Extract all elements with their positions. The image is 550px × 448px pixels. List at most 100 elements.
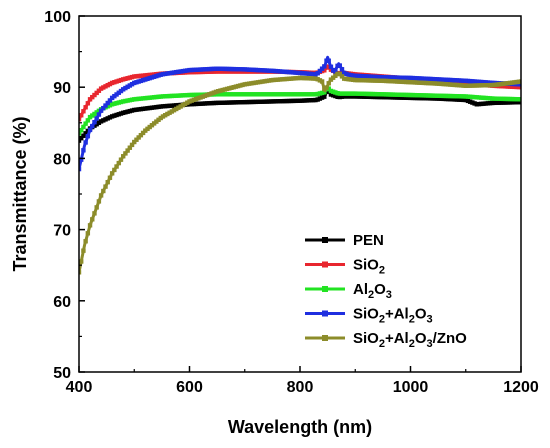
series-marker <box>235 100 241 105</box>
series-marker <box>187 67 192 73</box>
series-marker <box>403 95 409 100</box>
series-marker <box>313 97 318 103</box>
series-marker <box>304 98 309 103</box>
series-marker <box>116 78 121 83</box>
series-marker <box>459 80 464 86</box>
series-marker <box>474 102 479 107</box>
series-marker <box>114 112 119 118</box>
series-marker <box>492 100 497 106</box>
series-marker <box>176 93 181 98</box>
series-marker <box>114 100 119 106</box>
series-marker <box>222 66 228 72</box>
series-marker <box>498 100 504 105</box>
series-marker <box>295 98 300 103</box>
series-marker <box>330 75 336 80</box>
series-marker <box>443 96 449 102</box>
series-marker <box>154 73 159 79</box>
series-marker <box>353 73 358 79</box>
series-marker <box>342 70 347 76</box>
series-marker <box>178 104 183 109</box>
series-marker <box>123 76 128 81</box>
series-marker <box>160 114 166 119</box>
series-marker <box>503 100 508 105</box>
series-marker <box>355 94 360 99</box>
series-marker <box>509 80 515 85</box>
series-marker <box>149 75 155 80</box>
series-marker <box>209 100 214 106</box>
series-marker <box>242 99 247 105</box>
series-marker <box>83 105 88 110</box>
series-marker <box>465 94 471 99</box>
series-marker <box>147 105 152 111</box>
series-marker <box>445 93 451 99</box>
series-marker <box>109 102 115 107</box>
series-marker <box>271 99 276 104</box>
series-marker <box>346 94 351 99</box>
series-marker <box>459 83 464 88</box>
series-marker <box>275 92 281 97</box>
series-marker <box>359 73 365 79</box>
series-marker <box>264 78 270 84</box>
series-marker <box>403 79 409 85</box>
series-marker <box>432 93 438 98</box>
series-marker <box>317 78 323 83</box>
series-marker <box>249 92 254 97</box>
series-marker <box>233 69 239 74</box>
series-marker <box>180 68 186 74</box>
series-marker <box>112 101 117 106</box>
series-marker <box>105 179 110 185</box>
series-marker <box>134 137 139 142</box>
series-marker <box>375 94 380 100</box>
series-marker <box>207 101 212 106</box>
series-marker <box>198 95 203 100</box>
series-marker <box>187 92 192 98</box>
series-marker <box>96 108 102 114</box>
series-marker <box>116 112 121 117</box>
series-marker <box>182 93 188 98</box>
series-marker <box>445 96 451 102</box>
series-marker <box>134 80 139 85</box>
series-marker <box>518 85 521 90</box>
series-marker <box>198 92 203 97</box>
series-marker <box>180 93 186 98</box>
series-marker <box>227 100 232 105</box>
series-marker <box>101 105 106 111</box>
series-marker <box>339 74 345 79</box>
series-marker <box>501 84 506 89</box>
series-marker <box>399 92 404 98</box>
series-marker <box>85 128 91 134</box>
series-marker <box>109 95 115 101</box>
series-marker <box>216 66 221 71</box>
series-marker <box>209 91 214 96</box>
series-marker <box>222 100 228 105</box>
series-marker <box>213 92 219 97</box>
series-marker <box>313 92 318 97</box>
series-marker <box>103 184 108 189</box>
series-marker <box>253 99 258 105</box>
series-marker <box>304 71 309 76</box>
series-marker <box>213 66 219 71</box>
series-marker <box>317 91 323 96</box>
series-marker <box>105 100 110 106</box>
series-marker <box>463 78 468 83</box>
series-marker <box>269 99 274 104</box>
series-marker <box>392 95 398 100</box>
series-marker <box>105 116 110 121</box>
series-marker <box>112 93 117 99</box>
series-marker <box>127 108 133 114</box>
series-marker <box>264 99 270 104</box>
series-marker <box>364 91 369 97</box>
series-marker <box>200 67 205 72</box>
series-marker <box>311 92 316 97</box>
series-marker <box>490 100 495 106</box>
series-marker <box>432 81 438 86</box>
series-marker <box>467 99 473 104</box>
series-marker <box>399 95 404 100</box>
series-marker <box>202 69 208 75</box>
series-marker <box>125 148 130 153</box>
series-marker <box>388 95 393 100</box>
series-marker <box>359 94 365 99</box>
series-marker <box>377 78 382 83</box>
series-marker <box>297 75 303 81</box>
series-marker <box>143 73 148 78</box>
